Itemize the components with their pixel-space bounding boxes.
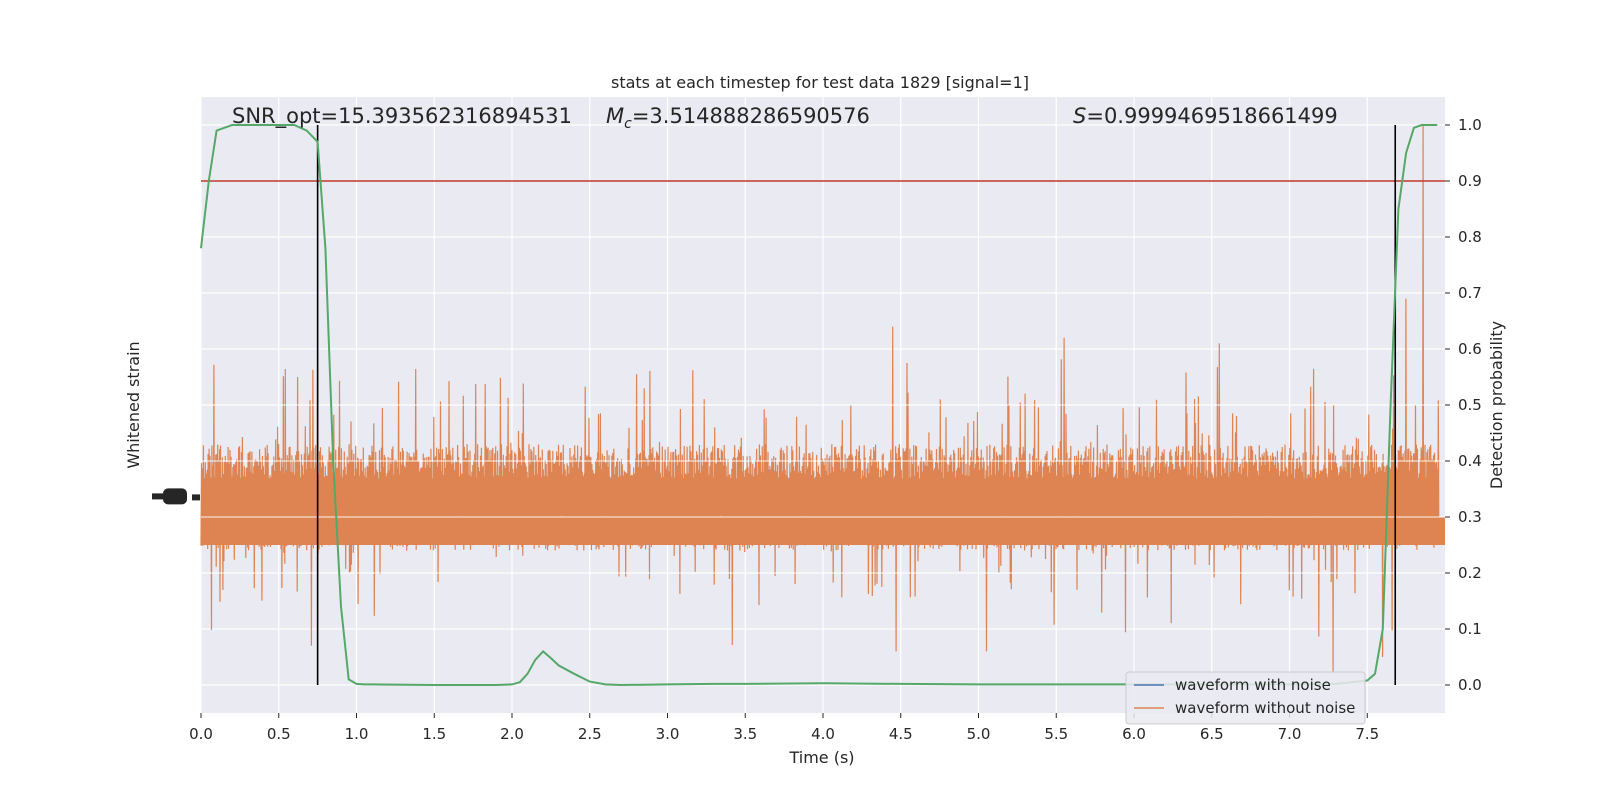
snr-stat: SNR_opt=15.393562316894531 [232,104,572,129]
x-tick-label: 4.5 [889,725,913,743]
x-tick-label: 4.0 [811,725,835,743]
chirp-mass-stat: Mc=3.514888286590576 [606,104,870,132]
detection-probability-line [200,124,1438,687]
x-tick-label: 2.0 [500,725,524,743]
y-tick-label: 0.9 [1458,172,1482,190]
x-tick-label: 0.0 [189,725,213,743]
legend-label-without-noise: waveform without noise [1175,699,1355,717]
waveform-core-band [201,517,1445,545]
event-boundary-lines [316,125,1397,685]
chart-title: stats at each timestep for test data 182… [611,73,1029,92]
x-tick-label: 2.5 [578,725,602,743]
x-tick-label: 1.5 [422,725,446,743]
x-tick-label: 1.0 [345,725,369,743]
x-tick-label: 7.0 [1278,725,1302,743]
left-tick-cluster [152,493,166,500]
y-tick-label: 0.8 [1458,228,1482,246]
y-tick-label: 0.7 [1458,284,1482,302]
x-tick-label: 6.0 [1122,725,1146,743]
y-tick-label: 1.0 [1458,116,1482,134]
x-tick-label: 7.5 [1355,725,1379,743]
x-tick-label: 5.0 [967,725,991,743]
x-tick-label: 3.0 [656,725,680,743]
x-tick-label: 5.5 [1044,725,1068,743]
chirp-mass-value: =3.514888286590576 [632,104,870,128]
x-tick-label: 0.5 [267,725,291,743]
score-stat: S=0.9999469518661499 [1073,104,1338,128]
chirp-mass-symbol: M [606,104,624,128]
right-y-axis-label: Detection probability [1487,321,1506,489]
y-tick-label: 0.1 [1458,620,1482,638]
y-tick-label: 0.0 [1458,676,1482,694]
left-axis-overlapping-ticks [152,488,200,505]
x-axis-label: Time (s) [788,748,854,767]
y-tick-label: 0.2 [1458,564,1482,582]
axis-ticks: 0.0 0.5 1.0 1.5 2.0 2.5 3.0 3.5 4.0 4.5 5.0 5.5 6.0 6… [189,116,1482,743]
detection-probability-curve [200,124,1438,687]
x-tick-label: 6.5 [1200,725,1224,743]
score-symbol: S [1073,104,1086,128]
chirp-mass-subscript: c [624,116,632,132]
left-tick-cluster [163,488,187,505]
left-y-axis-label: Whitened strain [124,341,143,468]
waveform-without-noise-line [200,124,1445,674]
x-tick-label: 3.5 [733,725,757,743]
score-value: =0.9999469518661499 [1086,104,1337,128]
legend: waveform with noise waveform without noi… [1125,671,1366,725]
y-tick-label: 0.6 [1458,340,1482,358]
y-tick-label: 0.3 [1458,508,1482,526]
left-tick-cluster [192,494,200,501]
legend-frame [1125,671,1366,725]
y-tick-label: 0.5 [1458,396,1482,414]
y-tick-label: 0.4 [1458,452,1482,470]
legend-label-with-noise: waveform with noise [1175,676,1331,694]
